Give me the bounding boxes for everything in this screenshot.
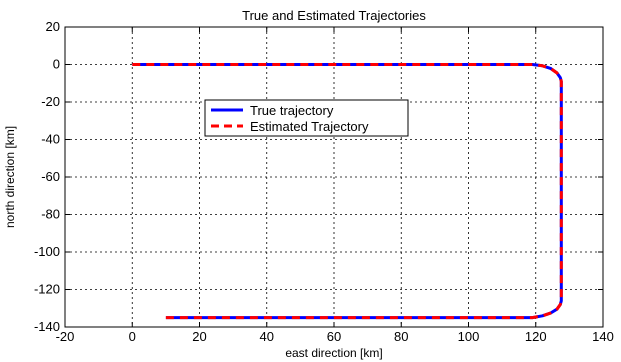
x-tick-label: 140 [592, 329, 614, 344]
legend: True trajectory Estimated Trajectory [204, 99, 409, 137]
y-tick-label: -120 [34, 282, 60, 297]
x-tick-label: 40 [260, 329, 274, 344]
y-tick-label: -40 [41, 132, 60, 147]
x-tick-label: 100 [458, 329, 480, 344]
grid-lines [65, 27, 603, 327]
y-axis-label: north direction [km] [3, 126, 17, 228]
axis-ticks: -20 0 20 40 60 80 100 120 140 20 0 -20 -40 -60 -80 -100… [34, 19, 614, 344]
y-tick-label: 20 [46, 19, 60, 34]
legend-label-estimated-trajectory: Estimated Trajectory [250, 119, 369, 134]
x-tick-label: -20 [56, 329, 75, 344]
chart-title: True and Estimated Trajectories [242, 8, 426, 23]
y-tick-label: -100 [34, 244, 60, 259]
x-tick-label: 80 [394, 329, 408, 344]
x-tick-label: 0 [129, 329, 136, 344]
y-tick-label: -80 [41, 207, 60, 222]
x-tick-label: 60 [327, 329, 341, 344]
y-tick-label: -60 [41, 169, 60, 184]
series-line-estimated-trajectory [132, 63, 563, 320]
data-series [132, 63, 563, 320]
legend-label-true-trajectory: True trajectory [250, 103, 334, 118]
x-tick-label: 20 [192, 329, 206, 344]
legend-box [204, 99, 409, 137]
y-tick-label: 0 [53, 57, 60, 72]
x-tick-label: 120 [525, 329, 547, 344]
y-tick-label: -140 [34, 319, 60, 334]
x-axis-label: east direction [km] [285, 346, 382, 360]
y-tick-label: -20 [41, 94, 60, 109]
